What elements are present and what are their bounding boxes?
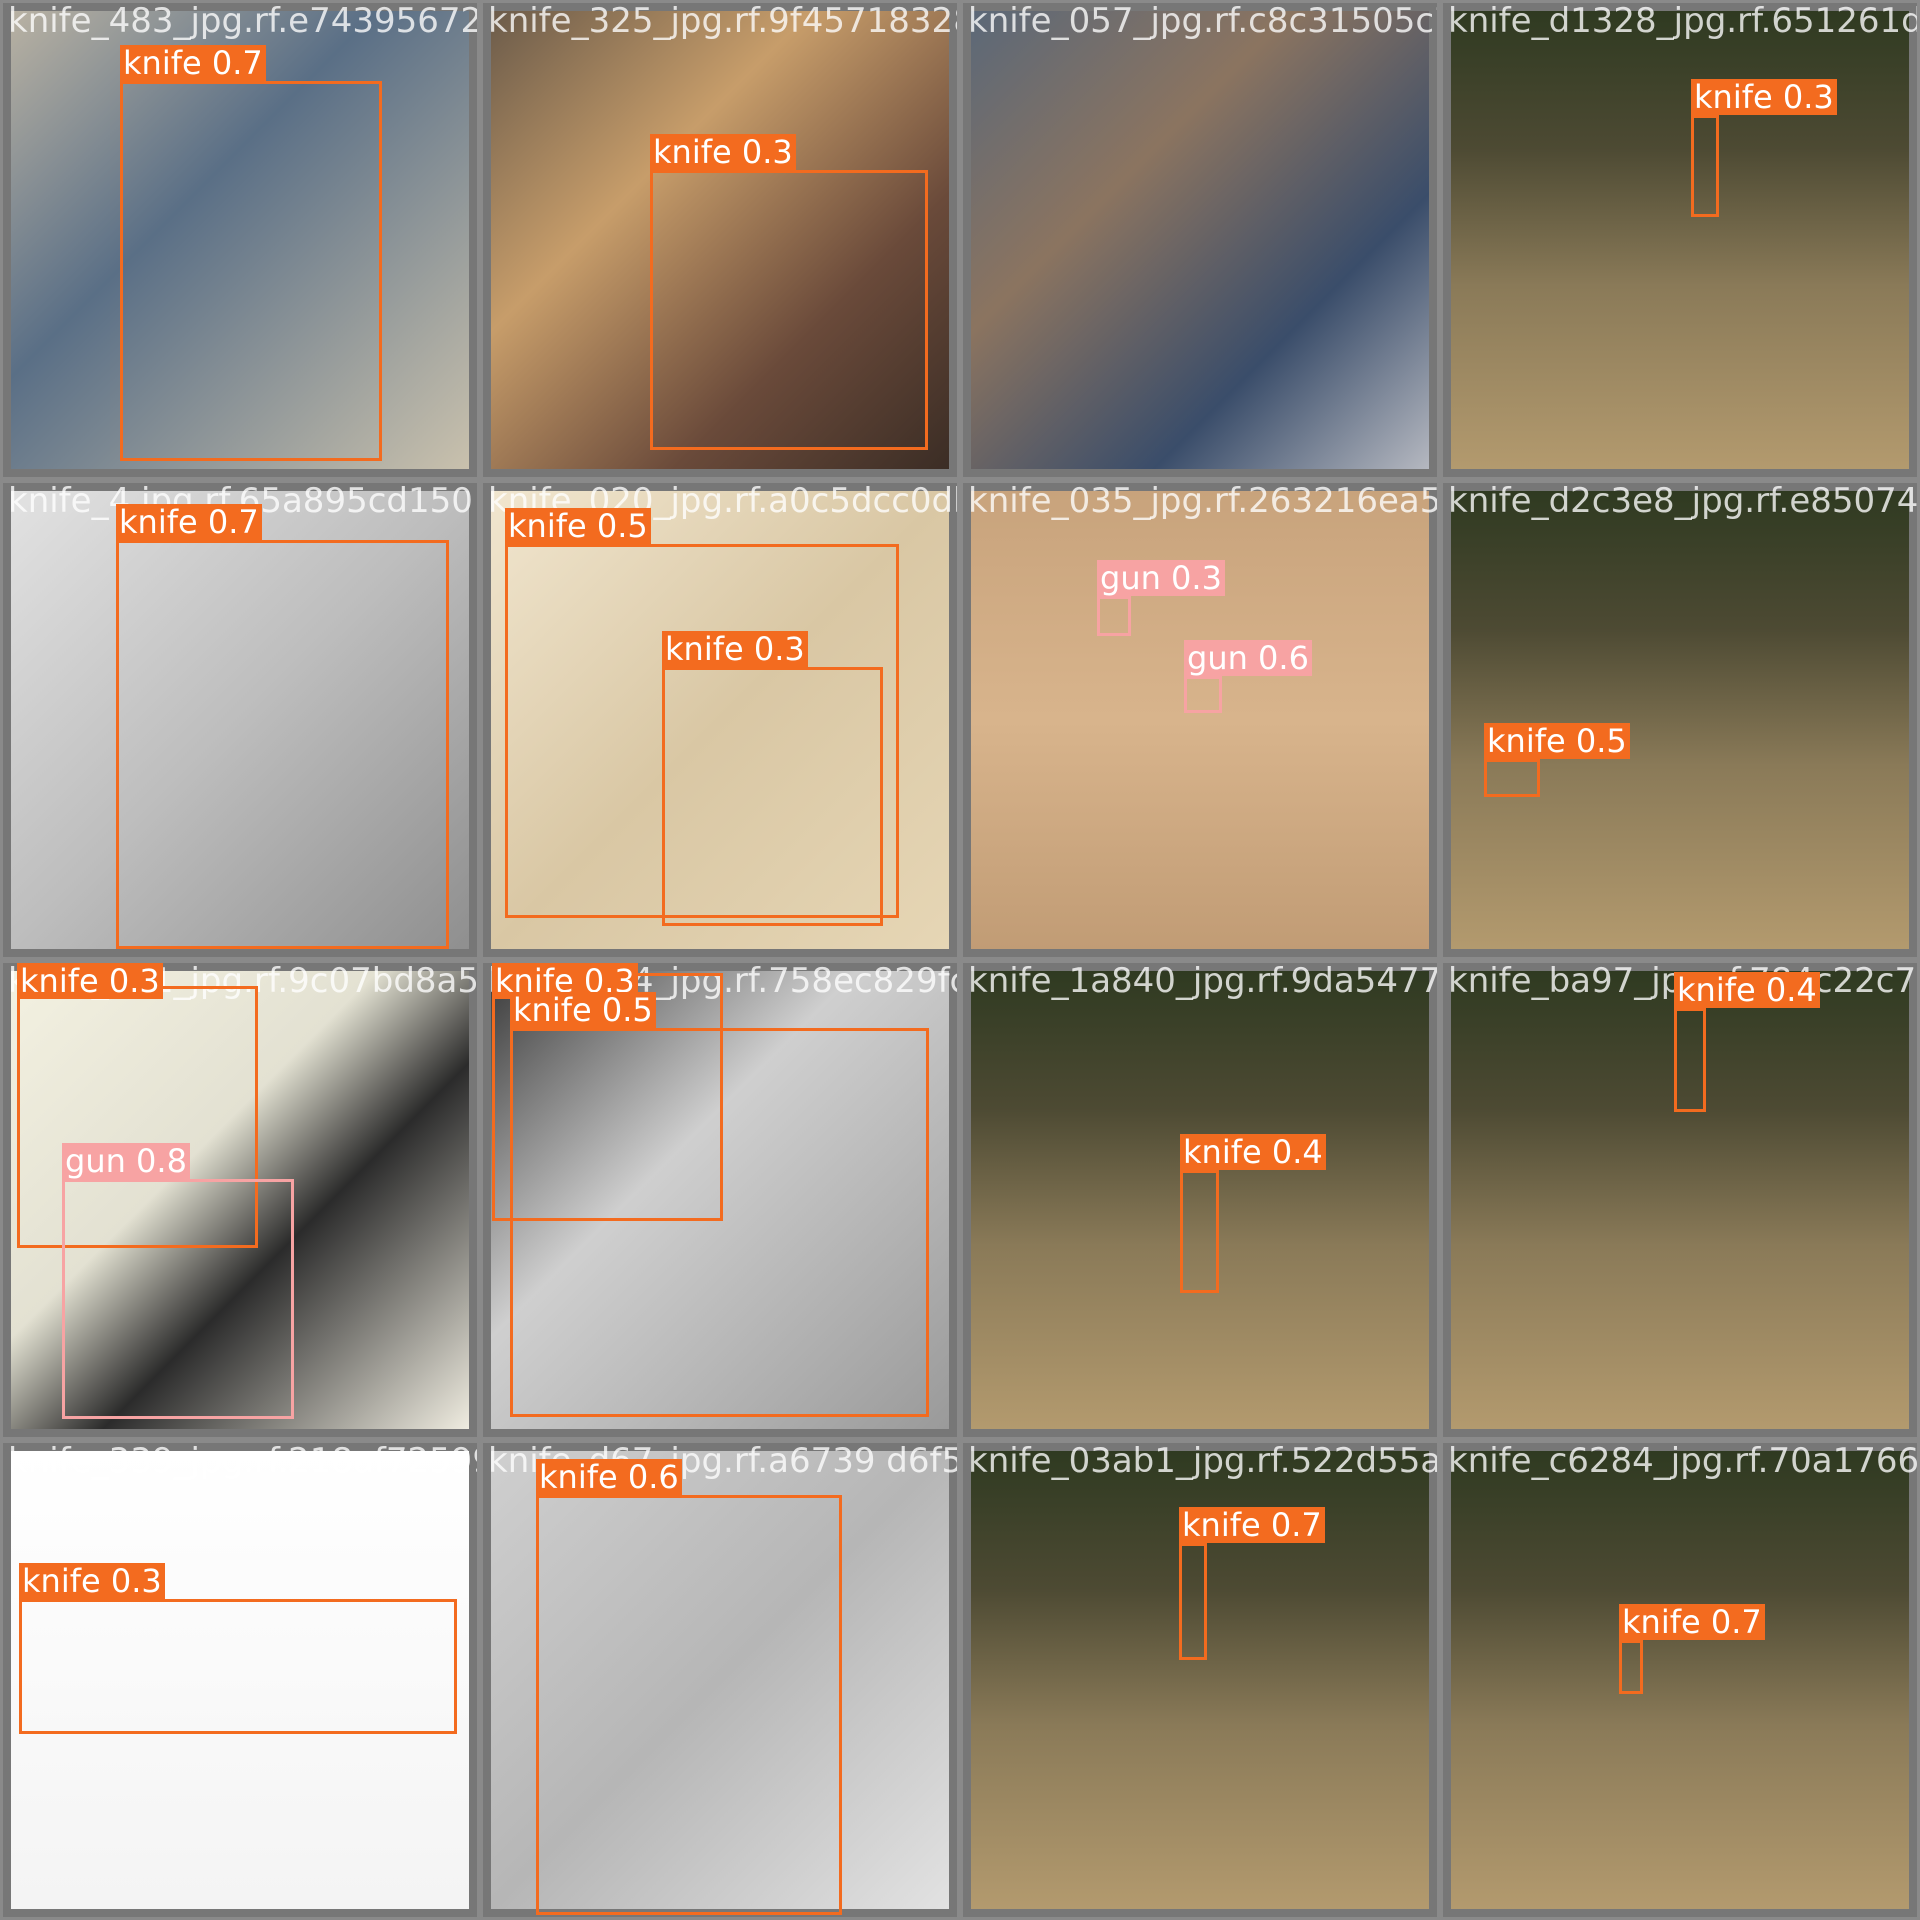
image-filename: knife_1a840_jpg.rf.9da5477d9a4f	[968, 961, 1440, 1001]
photo	[1451, 491, 1909, 949]
image-filename: knife_c6284_jpg.rf.70a1766de	[1448, 1441, 1920, 1481]
photo	[491, 491, 949, 949]
photo	[1451, 971, 1909, 1429]
bounding-box	[116, 540, 449, 949]
bounding-box	[1484, 759, 1540, 797]
photo	[11, 491, 469, 949]
detection-label: knife 0.7	[1179, 1507, 1325, 1543]
bounding-box	[510, 1028, 929, 1417]
image-filename: knife_339_jpg.rf.218af72599	[8, 1441, 480, 1481]
bounding-box	[1184, 676, 1222, 713]
bounding-box	[1097, 596, 1131, 636]
image-tile: knife_d67_jpg.rf.a6739 d6f5 knife 0.6	[480, 1440, 960, 1920]
detection-label: knife 0.3	[662, 631, 808, 667]
image-tile: knife_035_jpg.rf.263216ea5f08gun 0.6 gun …	[960, 480, 1440, 960]
bounding-box	[1619, 1640, 1643, 1694]
detection-label: knife 0.3	[650, 134, 796, 170]
image-tile: knife_4 jpg.rf.65a895cd150 knife 0.7	[0, 480, 480, 960]
image-tile: knife_057_jpg.rf.c8c31505c7af34ff	[960, 0, 1440, 480]
bounding-box	[62, 1179, 294, 1419]
photo	[11, 971, 469, 1429]
bounding-box	[650, 170, 928, 450]
image-filename: knife_d1328_jpg.rf.651261df0	[1448, 1, 1920, 41]
image-filename: knife_035_jpg.rf.263216ea5f08	[968, 481, 1440, 521]
bounding-box	[536, 1495, 842, 1915]
photo	[1451, 11, 1909, 469]
image-filename: knife_03ab1_jpg.rf.522d55a7a8	[968, 1441, 1440, 1481]
photo	[491, 1451, 949, 1909]
photo	[971, 11, 1429, 469]
detection-label: knife 0.4	[1674, 972, 1820, 1008]
detection-label: gun 0.3	[1097, 560, 1225, 596]
image-tile: knife_304_jpg.rf.758ec829fc078knife 0.3k…	[480, 960, 960, 1440]
image-filename: knife_483_jpg.rf.e743956725c2	[8, 1, 480, 41]
photo	[11, 1451, 469, 1909]
bounding-box	[120, 81, 382, 461]
image-tile: knife_03ab1_jpg.rf.522d55a7a8knife 0.7	[960, 1440, 1440, 1920]
detection-label: knife 0.3	[1691, 79, 1837, 115]
detection-label: knife 0.6	[536, 1459, 682, 1495]
detection-label: gun 0.8	[62, 1143, 190, 1179]
detection-label: knife 0.7	[1619, 1604, 1765, 1640]
image-tile: knife_325_jpg.rf.9f457183283e8318a2knife…	[480, 0, 960, 480]
detection-label: knife 0.7	[116, 504, 262, 540]
bounding-box	[505, 544, 899, 918]
bounding-box	[1179, 1543, 1207, 1660]
photo	[11, 11, 469, 469]
detection-label: knife 0.3	[17, 963, 163, 999]
bounding-box	[1691, 115, 1719, 217]
image-filename: knife_325_jpg.rf.9f457183283e8318a2	[488, 1, 957, 41]
bounding-box	[1180, 1170, 1219, 1293]
image-tile: knife_ba97_jpg.rf.784c22c73knife 0.4	[1440, 960, 1920, 1440]
bounding-box	[19, 1599, 457, 1734]
detection-label: knife 0.5	[505, 508, 651, 544]
image-tile: knife_1a840_jpg.rf.9da5477d9a4fknife 0.4	[960, 960, 1440, 1440]
detection-label: knife 0.3	[19, 1563, 165, 1599]
image-tile: knife_341_jpg.rf.9c07bd8a5fddknife 0.3gu…	[0, 960, 480, 1440]
bounding-box	[662, 667, 883, 926]
image-filename: knife_d2c3e8_jpg.rf.e85074936	[1448, 481, 1919, 521]
photo	[1451, 1451, 1909, 1909]
photo	[491, 11, 949, 469]
photo	[971, 971, 1429, 1429]
image-tile: knife_020_jpg.rf.a0c5dcc0dbdbbknife 0.5k…	[480, 480, 960, 960]
bounding-box	[1674, 1008, 1706, 1112]
detection-label: knife 0.5	[1484, 723, 1630, 759]
detection-label: knife 0.7	[120, 45, 266, 81]
image-tile: knife_d2c3e8_jpg.rf.e85074936knife 0.5	[1440, 480, 1920, 960]
detection-label: knife 0.4	[1180, 1134, 1326, 1170]
image-tile: knife_483_jpg.rf.e743956725c2knife 0.7	[0, 0, 480, 480]
detection-label: gun 0.6	[1184, 640, 1312, 676]
image-filename: knife_057_jpg.rf.c8c31505c7af34ff	[968, 1, 1437, 41]
detection-label: knife 0.5	[510, 992, 656, 1028]
